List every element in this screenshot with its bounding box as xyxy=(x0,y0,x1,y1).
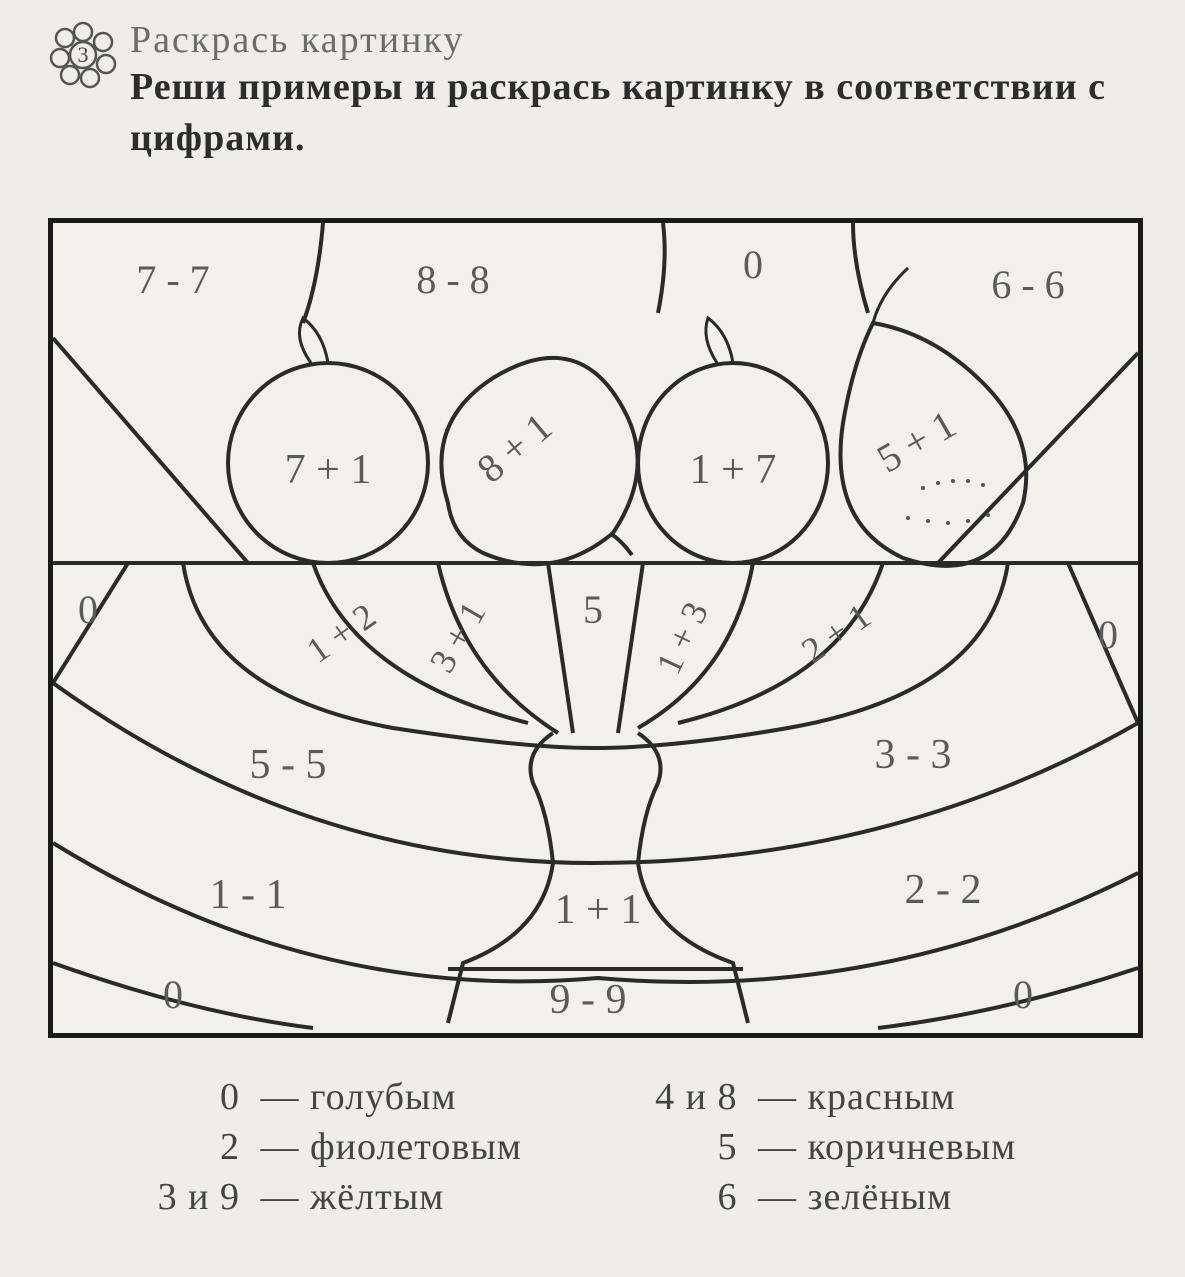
expression-label: 5 - 5 xyxy=(250,742,327,788)
task-badge-icon: 3 xyxy=(48,20,118,90)
picture-labels: 7 - 7 8 - 8 0 6 - 6 7 + 1 8 + 1 1 + 7 5 + 1 0 0 1 … xyxy=(78,242,1118,1023)
worksheet-page: 3 Раскрась картинку Реши примеры и раскр… xyxy=(0,0,1185,1277)
legend-number: 3 и 9 xyxy=(130,1175,250,1219)
expression-label: 1 + 7 xyxy=(690,447,777,493)
legend-left-col: 0 — голубым 2 — фиолетовым 3 и 9 — жёлтым xyxy=(130,1075,628,1225)
expression-label: 2 + 1 xyxy=(794,595,878,670)
expression-label: 3 - 3 xyxy=(875,732,952,778)
expression-label: 1 + 2 xyxy=(299,595,383,670)
legend-color: голубым xyxy=(310,1076,457,1118)
legend-row: 3 и 9 — жёлтым xyxy=(130,1175,628,1219)
legend-color: зелёным xyxy=(808,1176,953,1218)
expression-label: 0 xyxy=(163,972,183,1017)
expression-label: 0 xyxy=(1098,612,1118,657)
expression-label: 2 - 2 xyxy=(905,867,982,913)
expression-label: 5 + 1 xyxy=(869,401,963,481)
picture-svg: 7 - 7 8 - 8 0 6 - 6 7 + 1 8 + 1 1 + 7 5 + 1 0 0 1 … xyxy=(53,223,1138,1033)
legend-number: 5 xyxy=(628,1125,748,1169)
color-legend: 0 — голубым2 — фиолетовым3 и 9 — жёлтым … xyxy=(130,1075,1125,1225)
legend-number: 4 и 8 xyxy=(628,1075,748,1119)
expression-label: 7 + 1 xyxy=(285,447,372,493)
task-number: 3 xyxy=(78,42,89,67)
legend-color: жёлтым xyxy=(310,1176,444,1218)
expression-label: 1 - 1 xyxy=(210,872,287,918)
expression-label: 9 - 9 xyxy=(550,977,627,1023)
legend-row: 4 и 8 — красным xyxy=(628,1075,1126,1119)
expression-label: 0 xyxy=(743,242,763,287)
coloring-picture: 7 - 7 8 - 8 0 6 - 6 7 + 1 8 + 1 1 + 7 5 + 1 0 0 1 … xyxy=(48,218,1143,1038)
expression-label: 1 + 1 xyxy=(555,887,642,933)
instruction: Реши примеры и раскрась картинку в соотв… xyxy=(130,62,1145,165)
legend-number: 6 xyxy=(628,1175,748,1219)
expression-label: 8 + 1 xyxy=(468,404,560,492)
expression-label: 0 xyxy=(78,587,98,632)
expression-label: 7 - 7 xyxy=(136,257,209,302)
header: Раскрась картинку Реши примеры и раскрас… xyxy=(130,18,1145,165)
legend-row: 0 — голубым xyxy=(130,1075,628,1119)
expression-label: 8 - 8 xyxy=(416,257,489,302)
legend-right-col: 4 и 8 — красным 5 — коричневым 6 — зелёным xyxy=(628,1075,1126,1225)
legend-row: 5 — коричневым xyxy=(628,1125,1126,1169)
legend-row: 2 — фиолетовым xyxy=(130,1125,628,1169)
legend-number: 2 xyxy=(130,1125,250,1169)
title: Раскрась картинку xyxy=(130,18,1145,62)
legend-row: 6 — зелёным xyxy=(628,1175,1126,1219)
legend-number: 0 xyxy=(130,1075,250,1119)
legend-color: коричневым xyxy=(808,1126,1017,1168)
legend-color: красным xyxy=(808,1076,956,1118)
expression-label: 5 xyxy=(583,587,603,632)
legend-color: фиолетовым xyxy=(310,1126,522,1168)
expression-label: 6 - 6 xyxy=(991,262,1064,307)
expression-label: 0 xyxy=(1013,972,1033,1017)
